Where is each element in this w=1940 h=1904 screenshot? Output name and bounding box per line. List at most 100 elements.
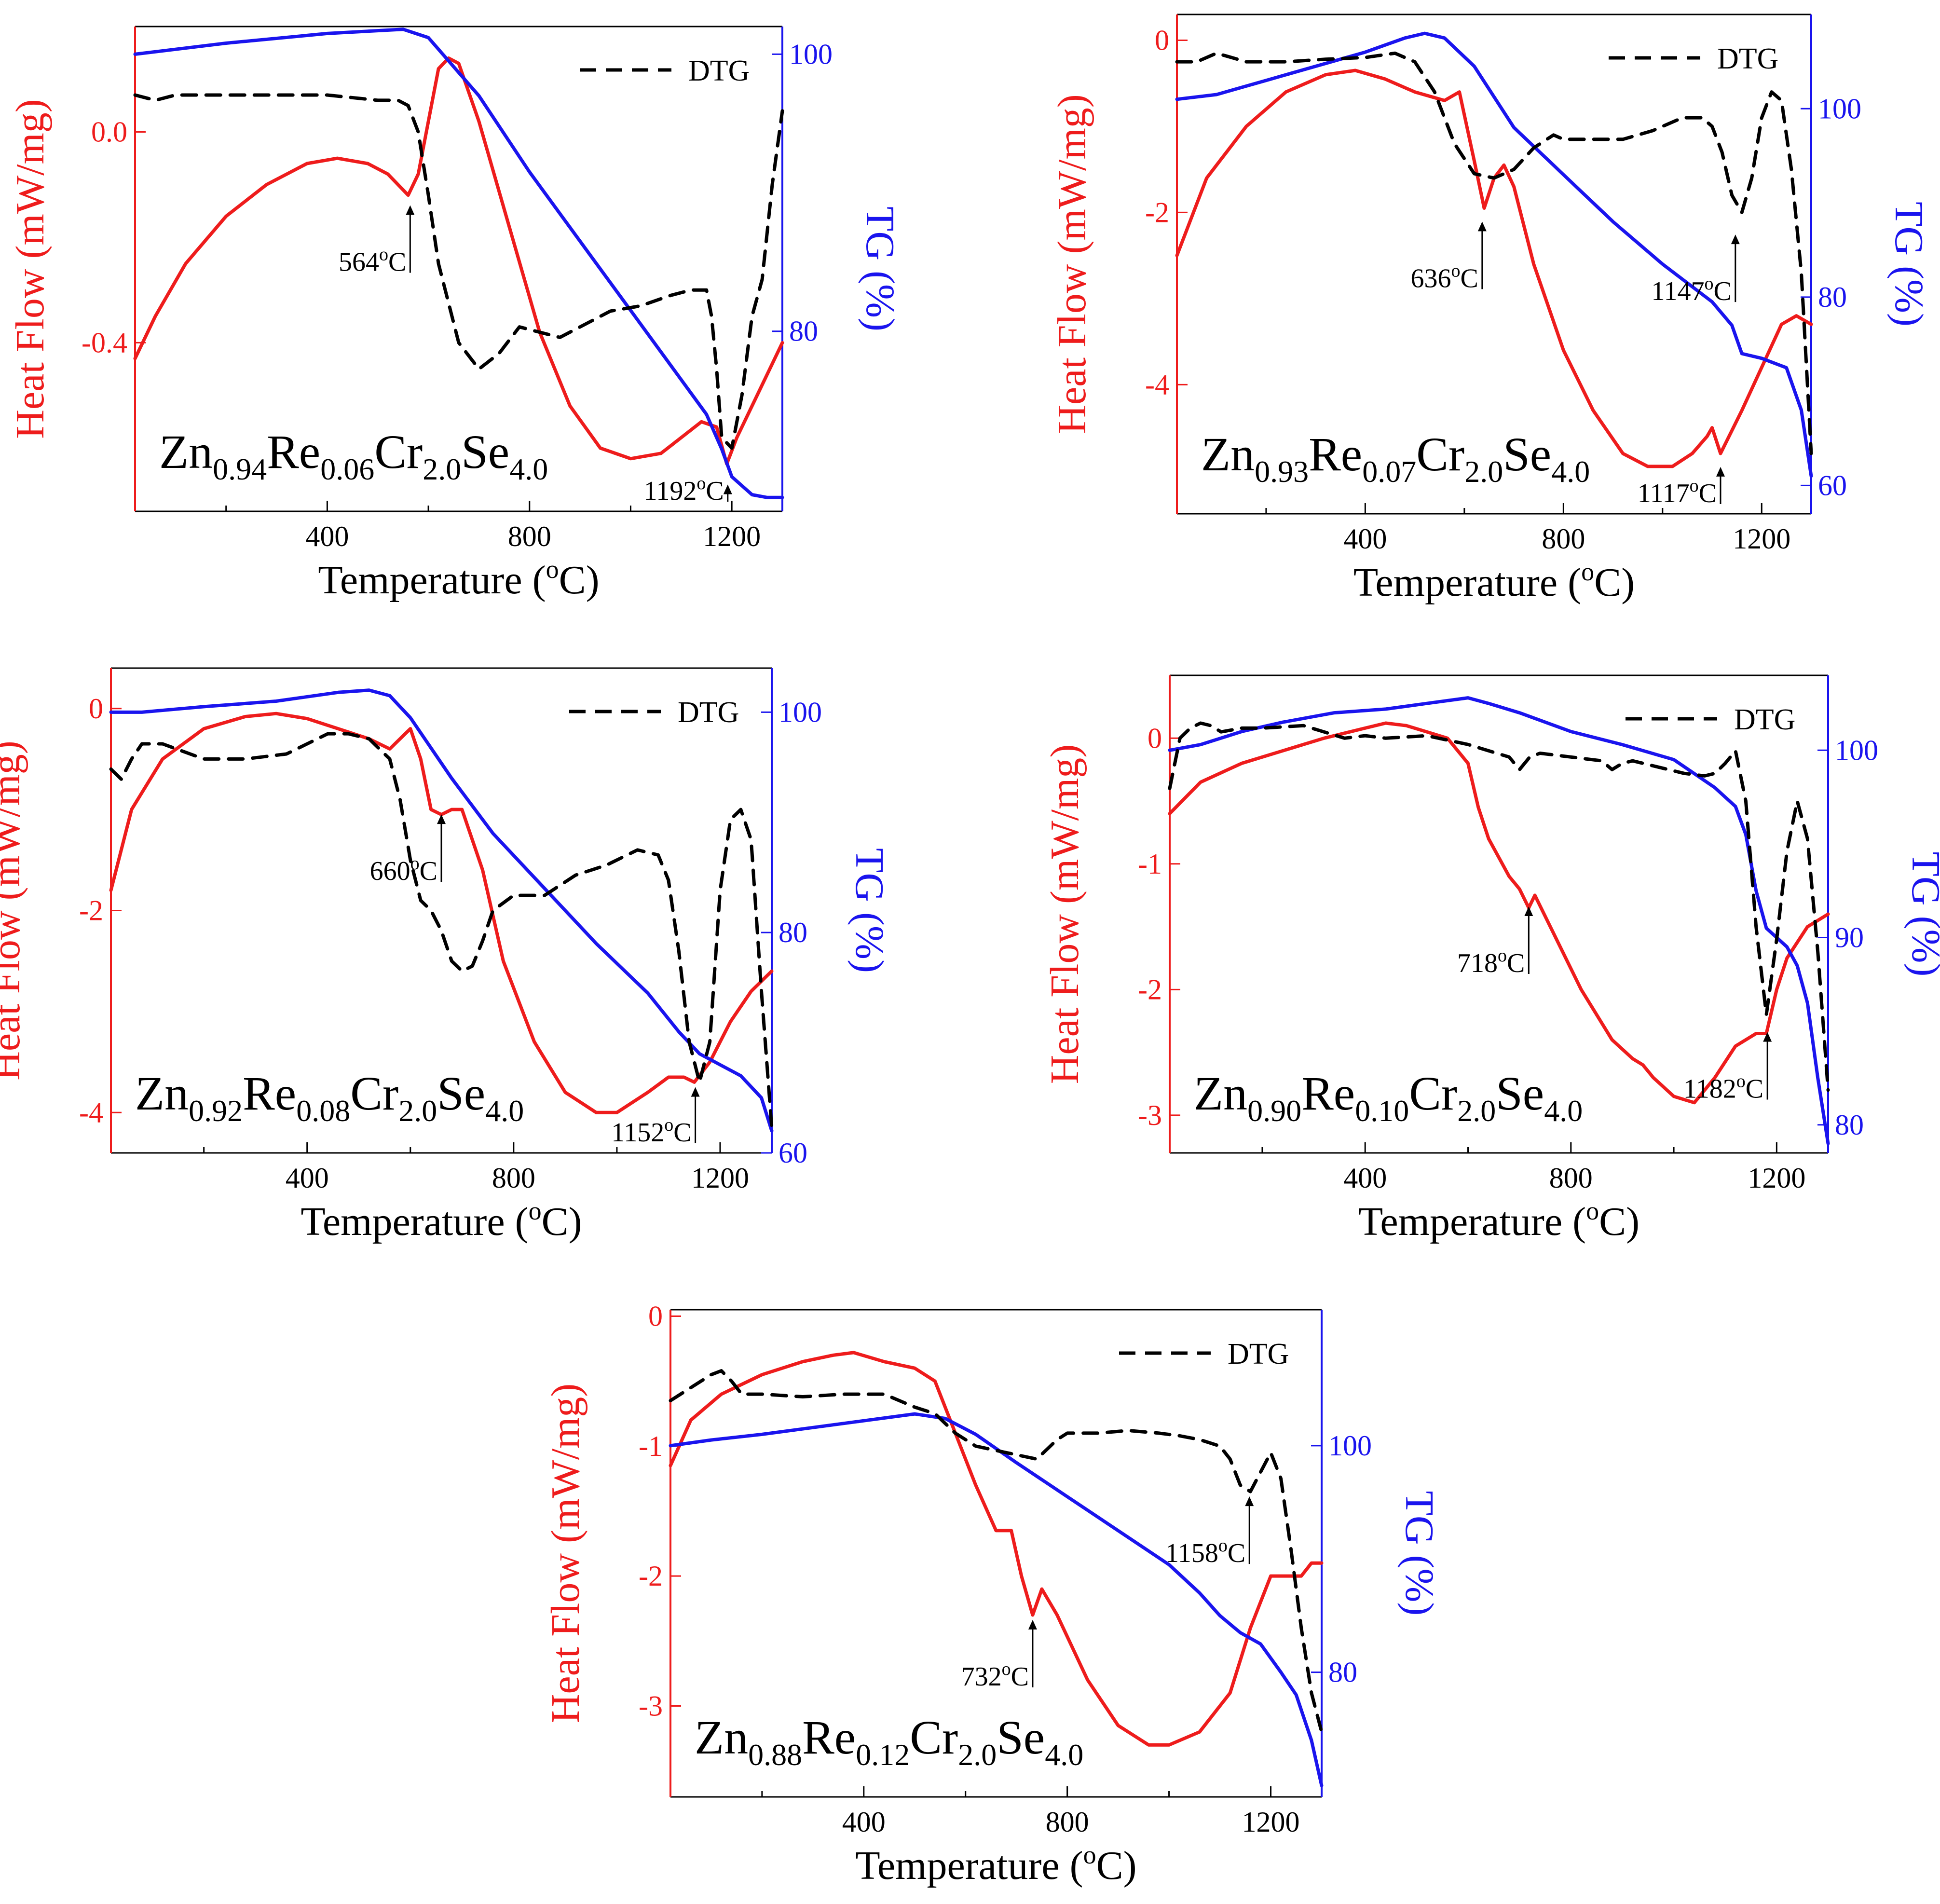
annotation-label: 1117oC	[1638, 476, 1717, 508]
y-left-tick-label: 0	[1155, 25, 1169, 56]
y-right-tick-label: 100	[1835, 734, 1878, 766]
panel-2-legend: DTG	[1609, 42, 1778, 75]
x-tick-label: 400	[1343, 1162, 1387, 1194]
panel-2-sample-formula: Zn0.93Re0.07Cr2.0Se4.0	[1201, 427, 1590, 489]
panel-4-dtg-curve	[1168, 721, 1830, 1092]
panel-1-sample-formula: Zn0.94Re0.06Cr2.0Se4.0	[159, 425, 548, 486]
panel-2-annotations: 636oC 1147oC 1117oC	[1410, 221, 1740, 508]
panel-5-zn088: 400 800 1200 0 -1 -2 -3 100 80 732oC 1158oC DTG Z…	[543, 1300, 1442, 1888]
y-left-tick-label: -0.4	[82, 327, 127, 358]
y-left-tick-label: -1	[1138, 848, 1162, 880]
y-left-tick-label: -4	[1145, 369, 1169, 400]
panel-2-y-left-label: Heat Flow (mW/mg)	[1050, 94, 1094, 434]
legend-label: DTG	[1717, 42, 1778, 75]
panel-1-zn094: 400 800 1200 0.0 -0.4 100 80 564oC 1192oC DTG Z…	[8, 26, 902, 603]
panel-1-annotations: 564oC 1192oC	[339, 205, 732, 506]
arrow-head-icon	[1028, 1619, 1037, 1630]
y-right-tick-label: 100	[1328, 1430, 1372, 1462]
panel-2-tg-curve	[1175, 31, 1813, 478]
annotation-label: 1147oC	[1652, 274, 1732, 306]
annotation-label: 732oC	[961, 1659, 1029, 1692]
panel-5-annotations: 732oC 1158oC	[961, 1496, 1254, 1692]
arrow-head-icon	[1716, 466, 1725, 477]
y-left-tick-label: 0	[1148, 722, 1162, 754]
panel-3-legend: DTG	[569, 696, 739, 729]
x-tick-label: 400	[286, 1162, 329, 1194]
panel-3-zn092: 400 800 1200 0 -2 -4 100 80 60 660oC 1152oC DTG Z…	[0, 667, 892, 1244]
y-right-tick-label: 80	[779, 917, 807, 948]
y-left-tick-label: -3	[639, 1690, 663, 1722]
arrow-head-icon	[437, 814, 446, 824]
y-left-tick-label: -2	[639, 1560, 663, 1592]
panel-4-y-left-label: Heat Flow (mW/mg)	[1042, 744, 1087, 1084]
panel-3-y-right-label: TG (%)	[847, 848, 892, 973]
x-tick-label: 800	[492, 1162, 535, 1194]
arrow-head-icon	[1524, 906, 1533, 916]
y-right-tick-label: 80	[789, 315, 818, 347]
panel-4-heat-flow-curve	[1168, 721, 1830, 1105]
panel-3-x-axis-label: Temperature (oC)	[301, 1196, 582, 1244]
x-tick-label: 400	[305, 521, 349, 552]
x-tick-label: 400	[1343, 523, 1387, 555]
panel-1-y-left-label: Heat Flow (mW/mg)	[8, 99, 53, 439]
panel-3-dtg-curve	[109, 732, 774, 1130]
x-tick-label: 1200	[1748, 1162, 1805, 1194]
panel-5-y-left-label: Heat Flow (mW/mg)	[543, 1383, 588, 1724]
panel-5-x-axis-label: Temperature (oC)	[855, 1840, 1136, 1888]
legend-label: DTG	[688, 55, 750, 87]
annotation-label: 1152oC	[611, 1115, 691, 1148]
x-tick-label: 1200	[703, 521, 761, 552]
x-tick-label: 800	[508, 521, 551, 552]
y-right-tick-label: 60	[1818, 469, 1847, 501]
panel-4-sample-formula: Zn0.90Re0.10Cr2.0Se4.0	[1194, 1067, 1583, 1128]
panel-1-tg-curve	[133, 27, 784, 499]
y-right-tick-label: 60	[779, 1137, 807, 1169]
y-right-tick-label: 100	[789, 38, 833, 70]
y-left-tick-label: -3	[1138, 1099, 1162, 1131]
panel-1-axes: 400 800 1200 0.0 -0.4 100 80	[82, 26, 833, 552]
x-tick-label: 800	[1046, 1806, 1089, 1838]
x-tick-label: 1200	[691, 1162, 749, 1194]
panel-4-y-right-label: TG (%)	[1903, 852, 1940, 977]
arrow-head-icon	[1477, 221, 1487, 232]
panel-5-y-right-label: TG (%)	[1397, 1491, 1442, 1616]
y-left-tick-label: -2	[79, 895, 103, 927]
annotation-label: 660oC	[370, 853, 437, 886]
arrow-head-icon	[691, 1087, 700, 1097]
panel-4-legend: DTG	[1626, 703, 1795, 736]
annotation-label: 1158oC	[1165, 1535, 1245, 1568]
panel-1-legend: DTG	[580, 55, 750, 87]
panel-3-annotations: 660oC 1152oC	[370, 814, 700, 1148]
panel-5-sample-formula: Zn0.88Re0.12Cr2.0Se4.0	[695, 1711, 1083, 1772]
y-left-tick-label: -4	[79, 1096, 103, 1128]
x-tick-label: 400	[842, 1806, 886, 1838]
y-right-tick-label: 100	[1818, 93, 1861, 124]
y-right-tick-label: 80	[1818, 281, 1847, 313]
panel-2-y-right-label: TG (%)	[1886, 202, 1931, 327]
y-right-tick-label: 90	[1835, 922, 1864, 954]
y-right-tick-label: 100	[779, 696, 822, 728]
arrow-head-icon	[1763, 1032, 1772, 1042]
panel-2-axes: 400 800 1200 0 -2 -4 100 80 60	[1145, 14, 1861, 555]
panel-3-axes: 400 800 1200 0 -2 -4 100 80 60	[79, 667, 822, 1194]
arrow-head-icon	[723, 484, 732, 494]
panel-4-tg-curve	[1168, 696, 1830, 1146]
panel-1-dtg-curve	[133, 93, 784, 450]
panel-1-x-axis-label: Temperature (oC)	[318, 555, 599, 603]
panel-5-axes: 400 800 1200 0 -1 -2 -3 100 80	[639, 1300, 1372, 1838]
annotation-label: 564oC	[339, 244, 406, 277]
y-right-tick-label: 80	[1835, 1109, 1864, 1141]
panel-2-zn093: 400 800 1200 0 -2 -4 100 80 60 636oC 1147oC 1117oC…	[1050, 14, 1931, 605]
panel-1-y-right-label: TG (%)	[858, 206, 902, 331]
x-tick-label: 800	[1542, 523, 1585, 555]
panel-2-dtg-curve	[1175, 51, 1813, 455]
legend-label: DTG	[678, 696, 739, 729]
panel-4-annotations: 718oC 1182oC	[1457, 906, 1772, 1104]
legend-label: DTG	[1734, 703, 1795, 736]
panel-1-heat-flow-curve	[133, 56, 784, 466]
annotation-label: 636oC	[1410, 260, 1478, 293]
y-right-tick-label: 80	[1328, 1657, 1357, 1688]
panel-3-heat-flow-curve	[109, 712, 774, 1114]
x-tick-label: 1200	[1242, 1806, 1300, 1838]
